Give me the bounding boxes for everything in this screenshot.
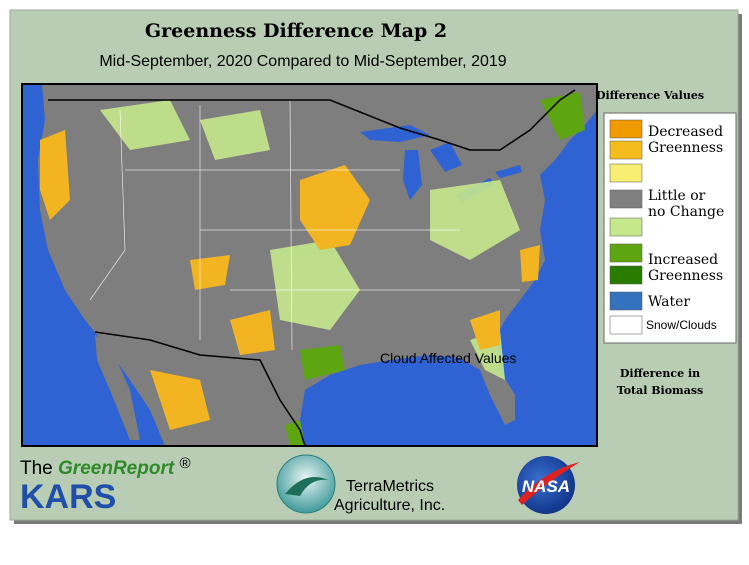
baja	[95, 335, 140, 440]
legend-swatch	[609, 140, 643, 160]
map-frame	[21, 83, 598, 447]
legend-swatch	[609, 119, 643, 139]
legend-swatch	[609, 291, 643, 311]
legend-swatch	[609, 265, 643, 285]
greenreport-logo: The GreenReport ®	[20, 455, 191, 479]
terrametrics-name: TerraMetrics	[346, 478, 434, 495]
logo-text: The	[20, 458, 53, 479]
legend-swatch	[609, 189, 643, 209]
map: Cloud Affected Values	[21, 83, 598, 447]
kars-logo: KARS	[20, 478, 116, 516]
legend-label: Decreased	[648, 124, 723, 140]
legend-label: Water	[648, 294, 690, 310]
logo-text: GreenReport	[58, 458, 175, 479]
logo-text: ®	[179, 455, 190, 472]
legend-title: Difference Values	[596, 89, 704, 102]
legend-label: no Change	[648, 204, 724, 220]
nasa-text: NASA	[522, 477, 570, 496]
terrametrics-swoosh	[285, 477, 328, 496]
legend-swatch	[609, 217, 643, 237]
legend-label: Snow/Clouds	[646, 318, 717, 332]
legend-labels: Decreased Greenness Little or no Change …	[646, 124, 724, 332]
terrametrics-sub: Agriculture, Inc.	[334, 497, 445, 514]
borders	[48, 89, 576, 447]
orange-patches	[40, 130, 540, 430]
note: Difference in	[620, 367, 700, 380]
legend-swatch	[609, 243, 643, 263]
legend-swatch	[609, 315, 643, 335]
title: Greenness Difference Map 2	[145, 20, 447, 42]
state-lines	[89, 99, 520, 351]
legend-swatch	[609, 163, 643, 183]
annotation: Cloud Affected Values	[380, 350, 516, 366]
legend-label: Little or	[648, 188, 706, 204]
subtitle: Mid-September, 2020 Compared to Mid-Sept…	[99, 53, 506, 70]
legend-swatches	[609, 119, 643, 335]
legend-label: Greenness	[648, 268, 723, 284]
legend-label: Increased	[648, 252, 718, 268]
dark-green-patches	[285, 92, 585, 446]
nasa-swoosh	[518, 462, 580, 505]
legend-label: Greenness	[648, 140, 723, 156]
note: Total Biomass	[617, 384, 703, 397]
